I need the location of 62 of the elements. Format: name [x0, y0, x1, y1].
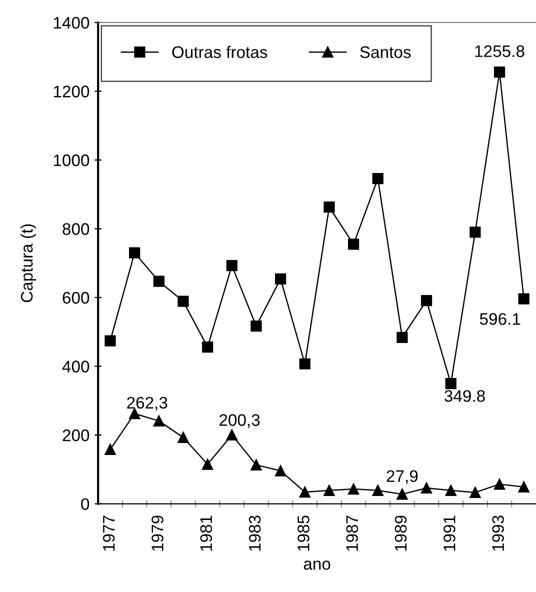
point	[153, 415, 164, 426]
point	[226, 429, 238, 440]
y-tick-label: 1400	[54, 16, 90, 29]
point	[226, 260, 238, 272]
point	[299, 486, 310, 498]
y-tick-label: 0	[81, 498, 90, 510]
annotation: 200,3	[220, 414, 260, 428]
point	[250, 320, 262, 332]
x-tick-label: 1989	[394, 516, 407, 551]
x-tick-label: 1977	[102, 516, 115, 551]
x-tick-label: 1991	[444, 516, 456, 551]
point	[372, 173, 384, 184]
y-tick-label: 1000	[54, 154, 90, 166]
annotation: 262,3	[127, 396, 168, 411]
point	[348, 238, 360, 250]
point	[178, 432, 189, 443]
point	[202, 458, 214, 470]
annotation: 27,9	[386, 470, 418, 484]
x-tick-label: 1981	[200, 516, 212, 551]
legend-label: Santos	[360, 46, 411, 58]
point	[348, 483, 360, 495]
point	[104, 444, 116, 456]
annotation: 1255.8	[475, 45, 524, 58]
point	[372, 484, 384, 496]
point	[104, 335, 116, 346]
y-tick-label: 200	[62, 429, 90, 442]
point	[494, 66, 506, 78]
y-tick-label: 600	[62, 292, 90, 304]
point	[299, 358, 310, 370]
point	[420, 295, 432, 306]
legend-label: Outras frotas	[172, 46, 268, 58]
y-tick-label: 400	[62, 360, 90, 372]
point	[324, 484, 335, 496]
point	[396, 332, 408, 343]
point	[153, 276, 164, 287]
point	[420, 482, 432, 494]
y-tick-label: 800	[62, 223, 90, 235]
point	[250, 459, 262, 470]
x-axis-title: ano	[304, 560, 330, 570]
y-axis-title: Captura (t)	[20, 224, 36, 302]
point	[274, 273, 286, 285]
point	[470, 226, 481, 238]
point	[518, 481, 530, 493]
point	[518, 293, 530, 304]
point	[396, 488, 408, 500]
point	[494, 478, 506, 490]
x-tick-label: 1987	[346, 516, 358, 551]
point	[202, 341, 214, 353]
point	[470, 486, 481, 498]
x-tick-label: 1983	[248, 516, 261, 551]
x-tick-label: 1985	[298, 516, 310, 551]
y-tick-label: 1200	[54, 86, 90, 98]
point	[324, 202, 335, 213]
annotation: 596.1	[480, 313, 520, 325]
point	[178, 296, 189, 307]
point	[274, 465, 286, 476]
x-tick-label: 1993	[492, 516, 504, 551]
x-tick-label: 1979	[152, 516, 164, 551]
annotation: 349.8	[444, 390, 485, 402]
point	[445, 378, 456, 390]
point	[445, 484, 456, 496]
point	[129, 247, 140, 258]
